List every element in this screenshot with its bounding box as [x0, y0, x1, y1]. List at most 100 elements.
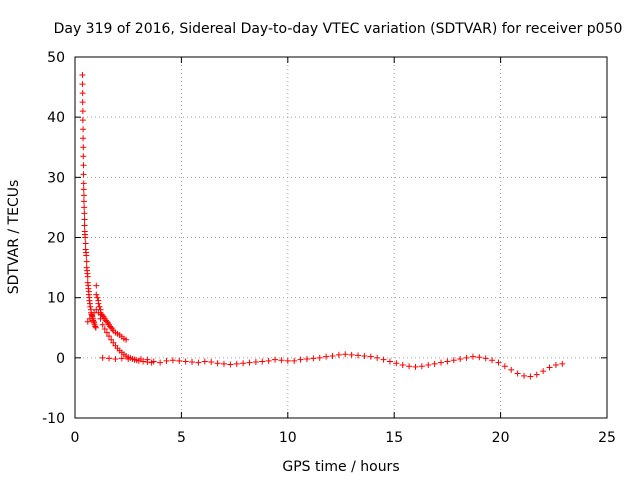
grid-lines — [75, 57, 607, 418]
data-point — [89, 312, 96, 319]
data-point — [81, 204, 88, 211]
data-points — [79, 72, 566, 380]
data-point — [150, 358, 157, 365]
data-point — [540, 368, 547, 375]
y-tick-label: 40 — [47, 110, 65, 126]
data-point — [489, 357, 496, 364]
data-point — [94, 294, 101, 301]
x-axis-label: GPS time / hours — [282, 459, 399, 475]
data-point — [96, 303, 103, 310]
data-point — [97, 315, 104, 322]
data-point — [81, 216, 88, 223]
data-point — [233, 360, 240, 367]
data-point — [93, 306, 100, 313]
data-point — [559, 360, 566, 367]
data-point — [86, 315, 93, 322]
data-point — [265, 357, 272, 364]
data-point — [438, 359, 445, 366]
data-point — [83, 258, 90, 265]
data-point — [367, 353, 374, 360]
data-point — [80, 171, 87, 178]
data-point — [80, 180, 87, 187]
data-point — [278, 357, 285, 364]
data-point — [259, 358, 266, 365]
data-point — [201, 358, 208, 365]
data-point — [284, 357, 291, 364]
data-point — [303, 356, 310, 363]
data-point — [335, 351, 342, 358]
data-point — [450, 357, 457, 364]
data-point — [80, 144, 87, 151]
data-point — [546, 364, 553, 371]
y-tick-label: 0 — [56, 351, 65, 367]
data-point — [157, 359, 164, 366]
y-tick-label: 50 — [47, 50, 65, 66]
data-point — [79, 108, 86, 115]
data-point — [355, 352, 362, 359]
data-point — [514, 370, 521, 377]
data-point — [118, 355, 125, 362]
y-tick-label: 20 — [47, 231, 65, 247]
data-point — [84, 318, 91, 325]
data-point — [380, 356, 387, 363]
data-point — [297, 356, 304, 363]
data-point — [176, 357, 183, 364]
data-point — [123, 336, 130, 343]
data-point — [533, 371, 540, 378]
x-tick-label: 5 — [177, 430, 186, 446]
data-point — [103, 329, 110, 336]
data-point — [84, 273, 91, 280]
data-point — [95, 309, 102, 316]
y-axis-label: SDTVAR / TECUs — [6, 180, 22, 295]
data-point — [316, 354, 323, 361]
data-point — [182, 358, 189, 365]
y-tick-label: 10 — [47, 291, 65, 307]
data-point — [348, 351, 355, 358]
data-point — [252, 359, 259, 366]
data-point — [431, 360, 438, 367]
data-point — [412, 363, 419, 370]
y-tick-label: -10 — [42, 411, 65, 427]
data-point — [108, 336, 115, 343]
data-point — [527, 373, 534, 380]
data-point — [79, 72, 86, 79]
x-tick-label: 25 — [598, 430, 616, 446]
data-point — [195, 359, 202, 366]
data-point — [79, 90, 86, 97]
data-point — [169, 357, 176, 364]
data-point — [552, 362, 559, 369]
series-baseline — [99, 351, 566, 380]
data-point — [103, 318, 110, 325]
y-tick-label: 30 — [47, 170, 65, 186]
data-point — [80, 126, 87, 133]
data-point — [220, 360, 227, 367]
x-tick-label: 10 — [279, 430, 297, 446]
data-point — [80, 192, 87, 199]
data-point — [406, 363, 413, 370]
data-point — [501, 363, 508, 370]
data-point — [80, 153, 87, 160]
data-point — [189, 359, 196, 366]
x-tick-label: 0 — [71, 430, 80, 446]
data-point — [144, 356, 151, 363]
data-point — [386, 358, 393, 365]
data-point — [131, 356, 138, 363]
data-point — [82, 234, 89, 241]
data-point — [393, 360, 400, 367]
data-point — [106, 333, 113, 340]
data-point — [125, 356, 132, 363]
tick-labels: 0 5 10 15 20 25 -10 0 10 20 30 40 50 — [42, 50, 616, 446]
data-point — [214, 360, 221, 367]
data-point — [80, 135, 87, 142]
data-point — [93, 282, 100, 289]
data-point — [110, 339, 117, 346]
data-point — [342, 351, 349, 358]
data-point — [80, 162, 87, 169]
data-point — [87, 303, 94, 310]
data-point — [95, 300, 102, 307]
data-point — [323, 353, 330, 360]
data-point — [80, 186, 87, 193]
data-point — [240, 360, 247, 367]
data-point — [80, 198, 87, 205]
